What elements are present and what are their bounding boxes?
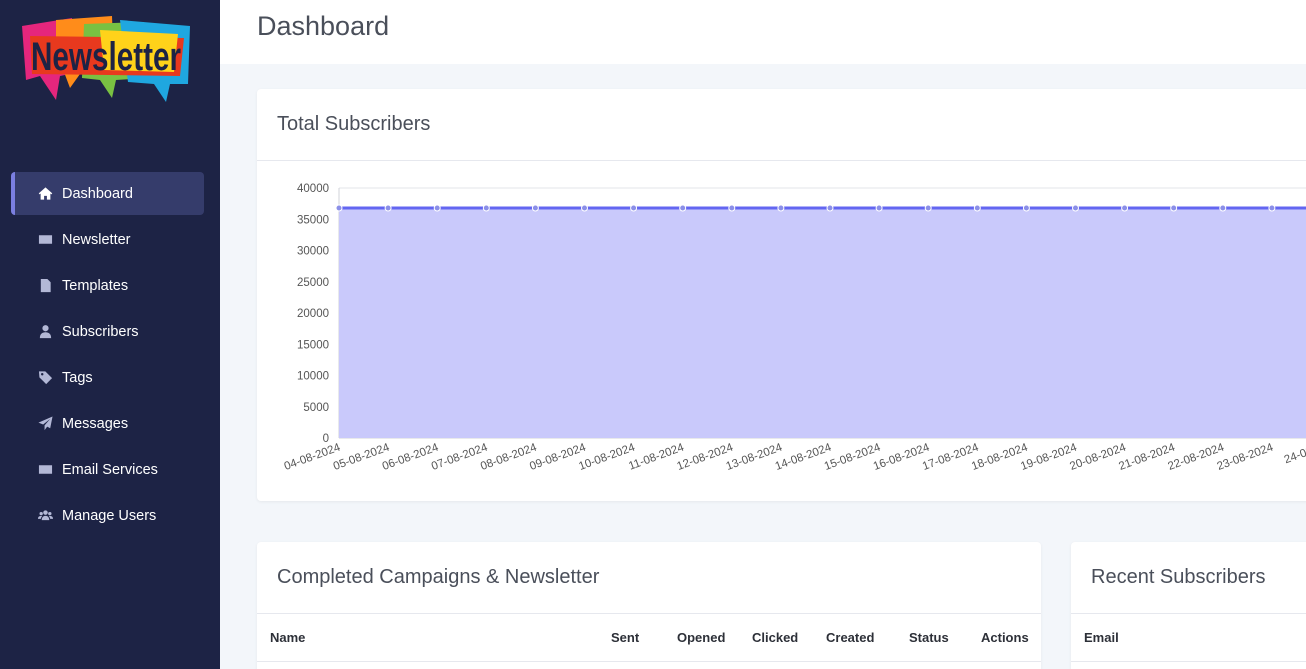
y-tick-label: 10000	[297, 371, 329, 383]
data-point	[1268, 204, 1276, 212]
page-title: Dashboard	[257, 11, 390, 41]
y-tick-label: 25000	[297, 277, 329, 289]
series-area	[339, 208, 1306, 438]
subscribers-chart: 0 5000 10000 15000 20000 25000 30000 35000 40000…	[283, 183, 1306, 473]
total-subscribers-card: Total Subscribers 0 5000 10000 15000 20000 25…	[257, 89, 1306, 501]
sidebar-item-label: Newsletter	[62, 231, 131, 248]
data-point	[679, 204, 687, 212]
y-tick-label: 30000	[297, 246, 329, 258]
data-point	[1170, 204, 1178, 212]
data-point	[728, 204, 736, 212]
sidebar: Newsletter Dashboard Newsletter Template…	[0, 0, 220, 669]
y-tick-label: 20000	[297, 308, 329, 320]
x-tick-label: 23-08-2024	[1216, 441, 1276, 473]
x-tick-label: 24-08-2	[1283, 442, 1306, 467]
card-title: Total Subscribers	[257, 89, 1306, 161]
sidebar-item-label: Dashboard	[62, 185, 133, 202]
data-point	[826, 204, 834, 212]
envelope-icon	[37, 232, 53, 248]
column-header-name[interactable]: Name	[270, 630, 306, 645]
column-header-status[interactable]: Status	[909, 630, 949, 645]
sidebar-item-newsletter[interactable]: Newsletter	[11, 218, 204, 261]
column-header-email[interactable]: Email	[1084, 630, 1119, 645]
user-icon	[37, 324, 53, 340]
data-point	[630, 204, 638, 212]
data-point	[875, 204, 883, 212]
data-point	[973, 204, 981, 212]
sidebar-item-subscribers[interactable]: Subscribers	[11, 310, 204, 353]
sidebar-item-dashboard[interactable]: Dashboard	[11, 172, 204, 215]
sidebar-item-label: Subscribers	[62, 323, 139, 340]
data-point	[482, 204, 490, 212]
sidebar-item-templates[interactable]: Templates	[11, 264, 204, 307]
column-header-actions: Actions	[981, 630, 1029, 645]
data-point	[433, 204, 441, 212]
data-point	[1022, 204, 1030, 212]
x-tick-label: 10-08-2024	[577, 441, 637, 473]
column-header-clicked[interactable]: Clicked	[752, 630, 799, 645]
column-header-created[interactable]: Created	[826, 630, 875, 645]
column-header-opened[interactable]: Opened	[677, 630, 726, 645]
sidebar-item-label: Tags	[62, 369, 93, 386]
sidebar-item-label: Templates	[62, 277, 129, 294]
sidebar-item-email-services[interactable]: Email Services	[11, 448, 204, 491]
logo-text: Newsletter	[31, 35, 181, 79]
envelope-icon	[37, 462, 53, 478]
data-point	[1219, 204, 1227, 212]
file-icon	[37, 278, 53, 294]
data-point	[531, 204, 539, 212]
data-point	[924, 204, 932, 212]
card-title: Completed Campaigns & Newsletter	[257, 542, 1041, 614]
y-tick-label: 40000	[297, 183, 329, 195]
data-point	[335, 204, 343, 212]
users-icon	[37, 508, 53, 524]
sidebar-item-label: Manage Users	[62, 507, 157, 524]
sidebar-item-messages[interactable]: Messages	[11, 402, 204, 445]
data-point	[384, 204, 392, 212]
data-point	[581, 204, 588, 212]
column-header-sent[interactable]: Sent	[611, 630, 640, 645]
newsletter-logo[interactable]: Newsletter	[20, 14, 194, 114]
y-tick-label: 15000	[297, 339, 329, 351]
y-tick-label: 0	[323, 433, 329, 445]
home-icon	[37, 186, 53, 202]
table-header: Email	[1071, 614, 1306, 662]
paper-plane-icon	[37, 416, 53, 432]
data-point	[1072, 204, 1079, 212]
tag-icon	[37, 370, 53, 386]
topbar: Dashboard	[220, 0, 1306, 64]
y-tick-label: 35000	[297, 214, 329, 226]
sidebar-item-tags[interactable]: Tags	[11, 356, 204, 399]
card-title: Recent Subscribers	[1071, 542, 1306, 614]
recent-subscribers-card: Recent Subscribers Email	[1071, 542, 1306, 669]
sidebar-item-label: Email Services	[62, 461, 158, 478]
y-tick-label: 5000	[303, 402, 329, 414]
table-header: Name Sent Opened Clicked Created Status …	[257, 614, 1041, 662]
sidebar-nav: Dashboard Newsletter Templates Subscribe…	[11, 172, 204, 540]
data-point	[1121, 204, 1129, 212]
data-point	[777, 204, 785, 212]
sidebar-item-manage-users[interactable]: Manage Users	[11, 494, 204, 537]
sidebar-item-label: Messages	[62, 415, 129, 432]
completed-campaigns-card: Completed Campaigns & Newsletter Name Se…	[257, 542, 1041, 669]
